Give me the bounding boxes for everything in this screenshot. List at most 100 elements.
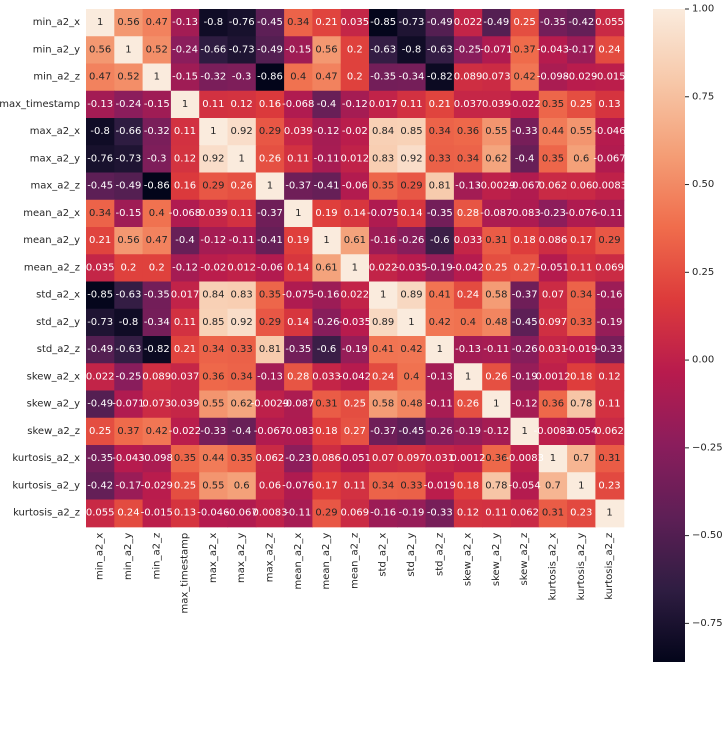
heatmap-cell [227, 308, 257, 337]
colorbar-tick-label: −0.25 [692, 442, 723, 453]
heatmap-cell [227, 390, 257, 419]
heatmap-cell [199, 145, 229, 174]
heatmap-cell [510, 445, 540, 473]
heatmap-cell [397, 308, 427, 337]
cell-annotation: 0.58 [485, 290, 507, 301]
heatmap-cell [255, 336, 285, 364]
heatmap-cell [142, 417, 172, 446]
heatmap-cell [170, 336, 200, 364]
y-tick-label: skew_a2_x [27, 371, 80, 382]
heatmap-cell [227, 145, 257, 174]
heatmap-cell [567, 199, 596, 228]
heatmap-cell [284, 445, 313, 473]
heatmap-cell [567, 417, 596, 446]
cell-annotation: -0.0083 [505, 453, 544, 464]
heatmap-cell [482, 417, 512, 446]
heatmap-cell [453, 281, 483, 310]
cell-annotation: 0.07 [372, 453, 394, 464]
cell-annotation: 0.23 [570, 508, 592, 519]
heatmap-cell [86, 281, 115, 310]
cell-annotation: -0.16 [370, 235, 396, 246]
heatmap-cell [482, 445, 512, 473]
cell-annotation: -0.076 [282, 480, 314, 491]
heatmap-cell [425, 472, 455, 501]
heatmap-cell [340, 227, 370, 255]
cell-annotation: -0.068 [169, 208, 201, 219]
heatmap-cell [482, 472, 512, 501]
cell-annotation: -0.13 [427, 371, 453, 382]
cell-annotation: 0.56 [315, 44, 337, 55]
cell-annotation: 0.31 [485, 235, 507, 246]
heatmap-cell [142, 281, 172, 310]
heatmap-cell [312, 9, 342, 37]
heatmap-cell [453, 445, 483, 473]
cell-annotation: -0.022 [169, 426, 201, 437]
x-tick-label: max_a2_z [264, 533, 275, 583]
cell-annotation: 0.92 [202, 153, 224, 164]
cell-annotation: 0.039 [171, 399, 200, 410]
cell-annotation: 0.34 [202, 344, 224, 355]
cell-annotation: -0.34 [399, 72, 425, 83]
heatmap-cell [453, 172, 483, 201]
heatmap-cell [170, 363, 200, 392]
heatmap-cell [284, 254, 313, 283]
cell-annotation: 0.0012 [451, 453, 486, 464]
cell-annotation: 1 [521, 426, 527, 437]
cell-annotation: -0.054 [509, 480, 541, 491]
heatmap-cell [170, 499, 200, 528]
cell-annotation: -0.15 [172, 72, 198, 83]
cell-annotation: 0.31 [315, 399, 337, 410]
heatmap-cell [340, 199, 370, 228]
cell-annotation: -0.23 [540, 208, 566, 219]
heatmap-cell [510, 417, 540, 446]
cell-annotation: -0.15 [285, 44, 311, 55]
heatmap-cell [369, 63, 398, 92]
cell-annotation: 0.14 [344, 208, 366, 219]
cell-annotation: 0.35 [542, 99, 564, 110]
heatmap-cell [142, 145, 172, 174]
heatmap-cell [284, 336, 313, 364]
heatmap-cell [397, 254, 427, 283]
heatmap-cell [86, 445, 115, 473]
heatmap-cell [397, 472, 427, 501]
cell-annotation: -0.4 [317, 99, 337, 110]
cell-annotation: -0.85 [370, 17, 396, 28]
colorbar-tick-label: −0.75 [692, 618, 723, 629]
cell-annotation: -0.33 [200, 426, 226, 437]
heatmap-cell [482, 390, 512, 419]
heatmap-cell [595, 363, 625, 392]
heatmap-cell [284, 227, 313, 255]
cell-annotation: 0.0012 [535, 371, 570, 382]
heatmap-cell [114, 90, 144, 119]
cell-annotation: 0.055 [86, 508, 115, 519]
heatmap-cell [227, 499, 257, 528]
cell-annotation: -0.73 [229, 44, 255, 55]
heatmap-cell [340, 172, 370, 201]
cell-annotation: -0.06 [342, 181, 368, 192]
cell-annotation: -0.33 [427, 508, 453, 519]
heatmap-cell [199, 118, 229, 146]
cell-annotation: 0.37 [117, 426, 139, 437]
heatmap-cell [369, 363, 398, 392]
heatmap-cell [170, 254, 200, 283]
heatmap-cell [114, 172, 144, 201]
heatmap-cell [397, 499, 427, 528]
heatmap-cell [255, 63, 285, 92]
heatmap-cell [86, 390, 115, 419]
heatmap-cell [595, 63, 625, 92]
heatmap-cell [255, 390, 285, 419]
cell-annotation: -0.19 [427, 262, 453, 273]
heatmap-cell [199, 172, 229, 201]
heatmap-cell [397, 118, 427, 146]
heatmap-cell [170, 90, 200, 119]
cell-annotation: 1 [352, 262, 358, 273]
heatmap-cell [425, 308, 455, 337]
heatmap-cell [340, 118, 370, 146]
cell-annotation: -0.0029 [477, 181, 516, 192]
cell-annotation: 0.25 [89, 426, 111, 437]
heatmap-cell [425, 90, 455, 119]
heatmap-cell [142, 9, 172, 37]
heatmap-cell [482, 499, 512, 528]
heatmap-cell [312, 118, 342, 146]
heatmap-cell [255, 281, 285, 310]
